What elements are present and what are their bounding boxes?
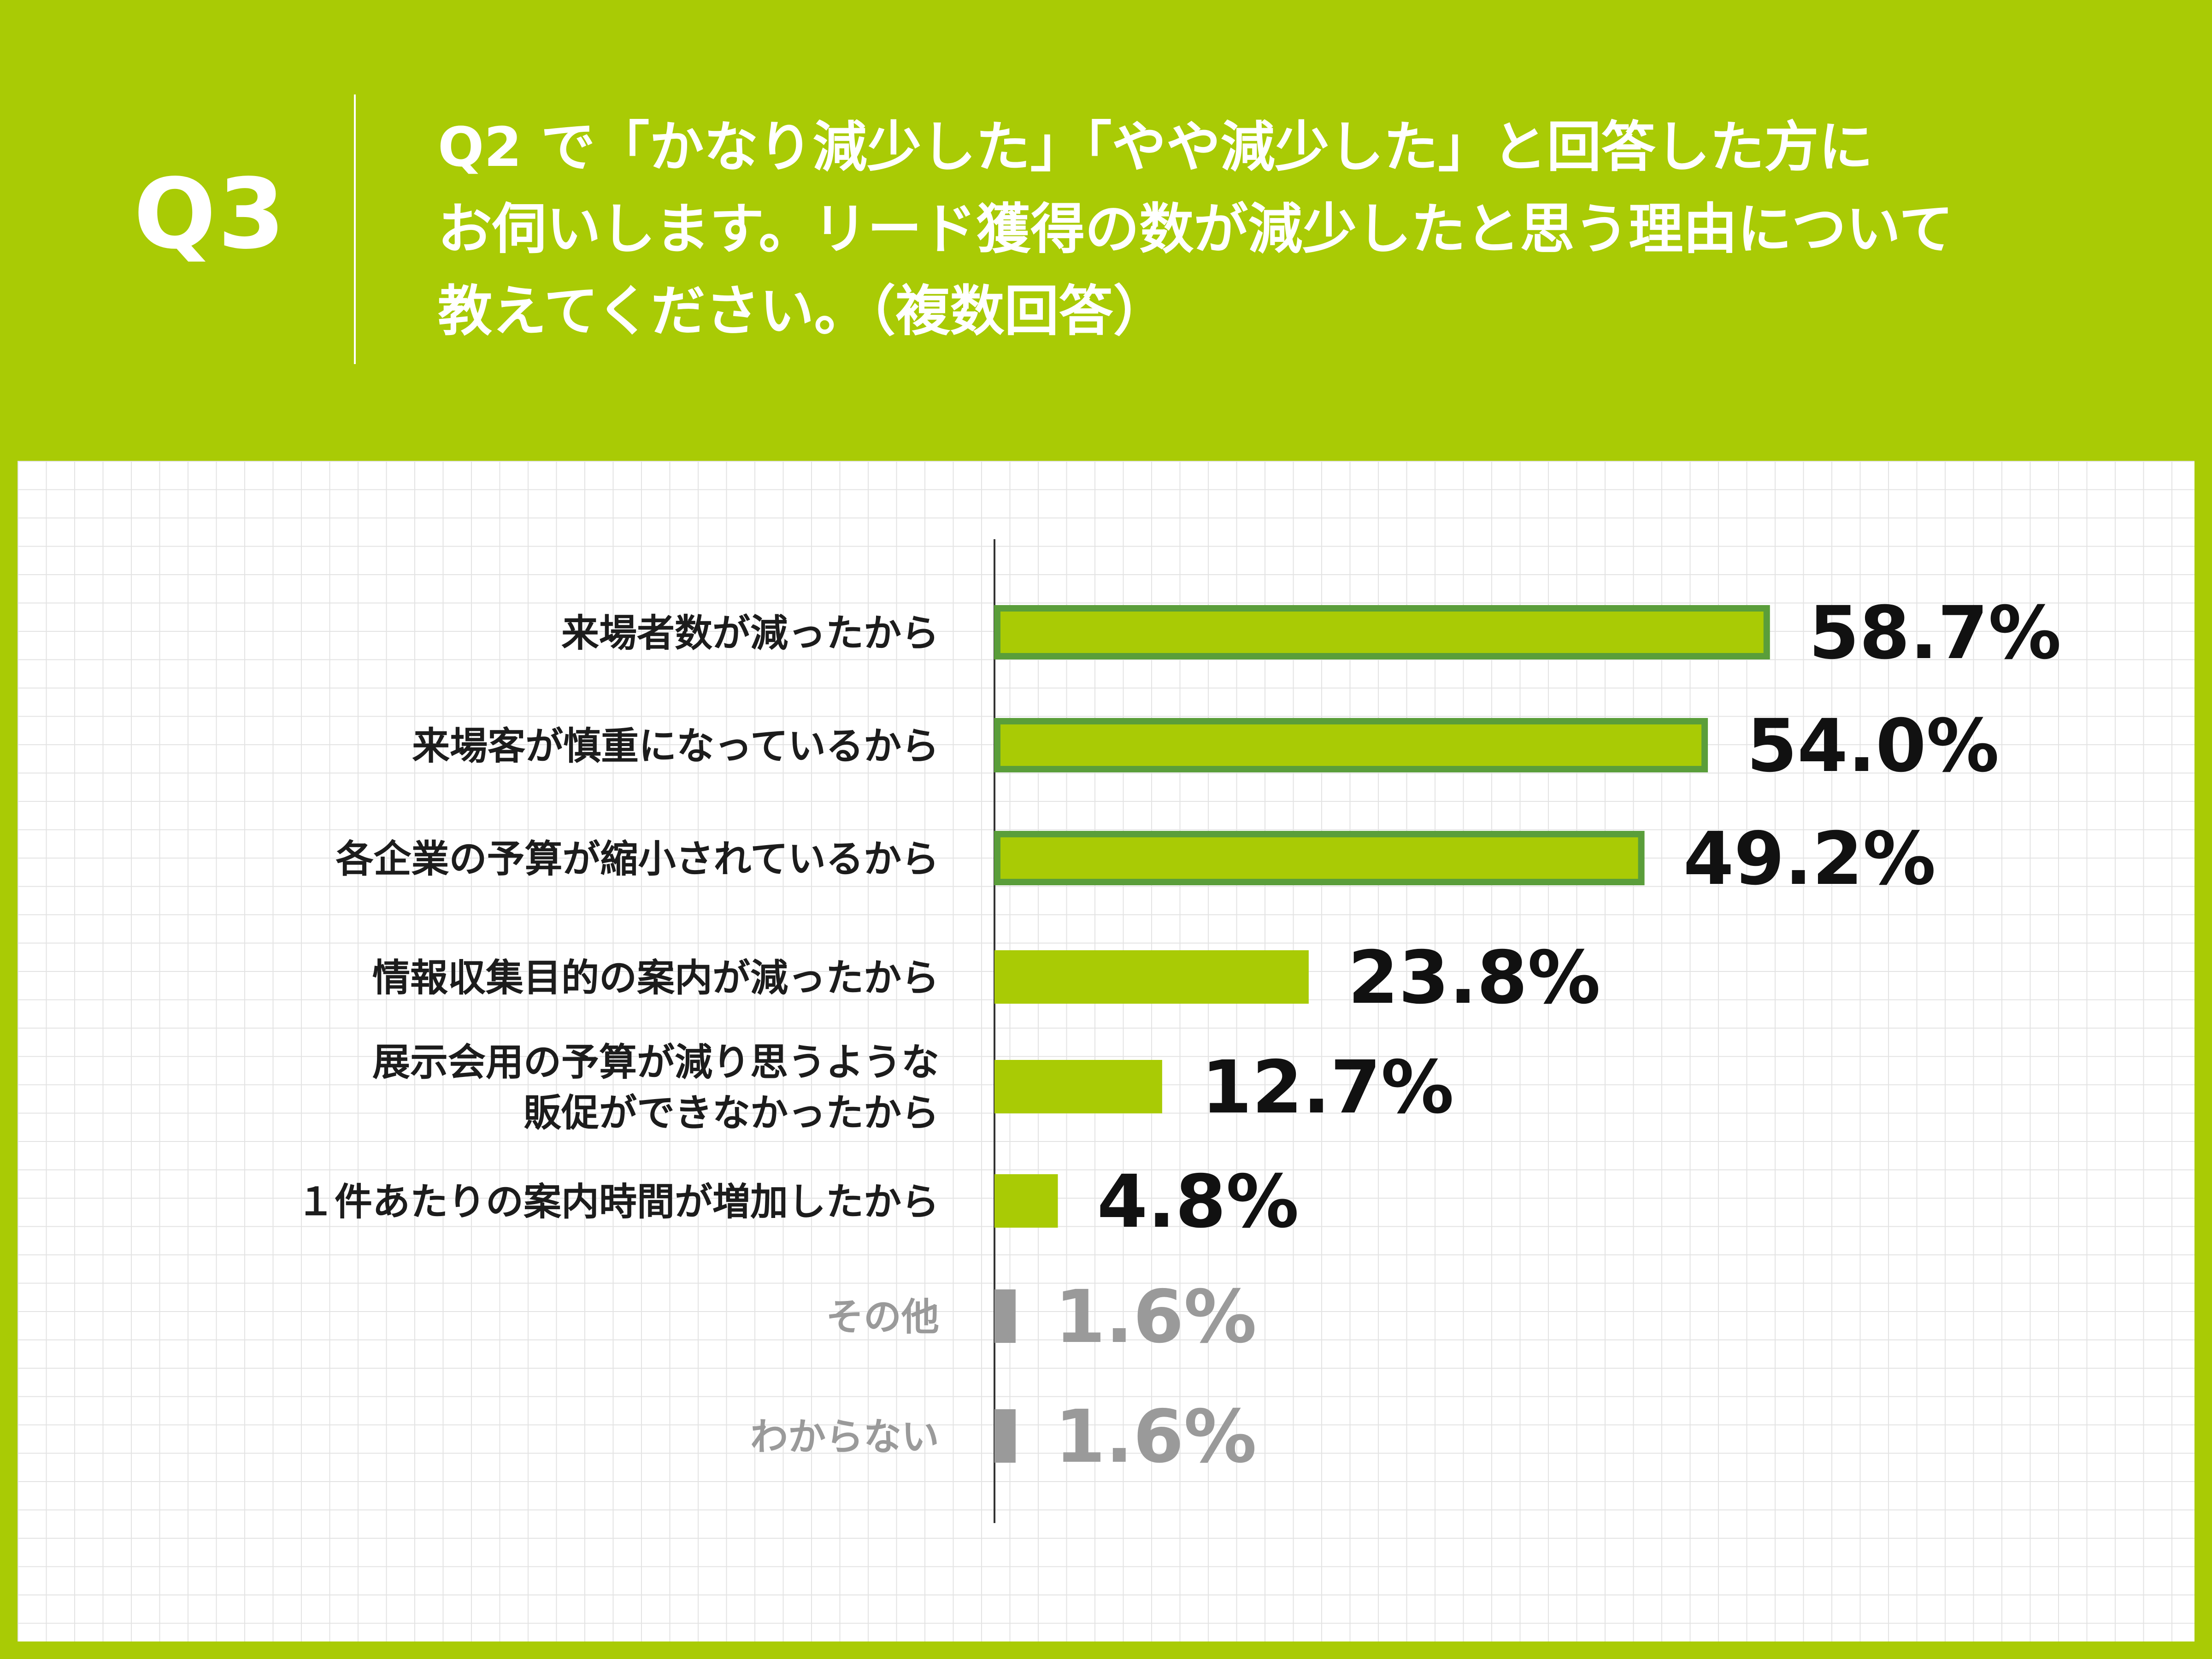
category-label: １件あたりの案内時間が増加したから	[297, 1180, 939, 1224]
header-divider	[354, 94, 356, 364]
question-number: Q3	[134, 158, 287, 271]
category-label: 展示会用の予算が減り思うような販促ができなかったから	[372, 1041, 939, 1135]
value-label: 12.7%	[1201, 1045, 1454, 1130]
question-line-1: Q2 で「かなり減少した」「やや減少した」と回答した方に	[438, 115, 1873, 179]
category-label: 来場者数が減ったから	[561, 612, 939, 655]
value-label: 23.8%	[1348, 935, 1600, 1020]
bar	[994, 1174, 1058, 1228]
bar	[994, 1060, 1162, 1113]
bar	[994, 950, 1309, 1004]
value-label: 54.0%	[1747, 704, 1999, 788]
question-text: Q2 で「かなり減少した」「やや減少した」と回答した方に お伺いします。リード獲…	[438, 106, 2143, 352]
category-label: 各企業の予算が縮小されているから	[335, 837, 939, 881]
header: Q3 Q2 で「かなり減少した」「やや減少した」と回答した方に お伺いします。リ…	[0, 0, 2212, 461]
category-label: その他	[826, 1295, 939, 1339]
bar	[994, 1409, 1016, 1463]
category-label: 来場客が慎重になっているから	[412, 724, 939, 768]
value-label: 1.6%	[1055, 1275, 1257, 1359]
bar-chart: 58.7% 来場者数が減ったから 54.0% 来場客が慎重になっているから 49.2% 各…	[297, 539, 2061, 1523]
question-line-2: お伺いします。リード獲得の数が減少したと思う理由について	[438, 197, 1953, 261]
value-label: 4.8%	[1097, 1159, 1299, 1244]
category-label: わからない	[750, 1415, 939, 1459]
chart-panel: 58.7% 来場者数が減ったから 54.0% 来場客が慎重になっているから 49.2% 各…	[18, 461, 2194, 1641]
bar	[994, 1289, 1016, 1343]
category-label: 情報収集目的の案内が減ったから	[372, 956, 939, 1000]
bar	[994, 831, 1645, 885]
value-label: 49.2%	[1683, 817, 1936, 901]
bar	[994, 718, 1708, 772]
value-label: 58.7%	[1809, 591, 2061, 676]
question-line-3: 教えてください。（複数回答）	[438, 279, 1168, 343]
bar	[994, 605, 1770, 659]
value-label: 1.6%	[1055, 1394, 1257, 1479]
